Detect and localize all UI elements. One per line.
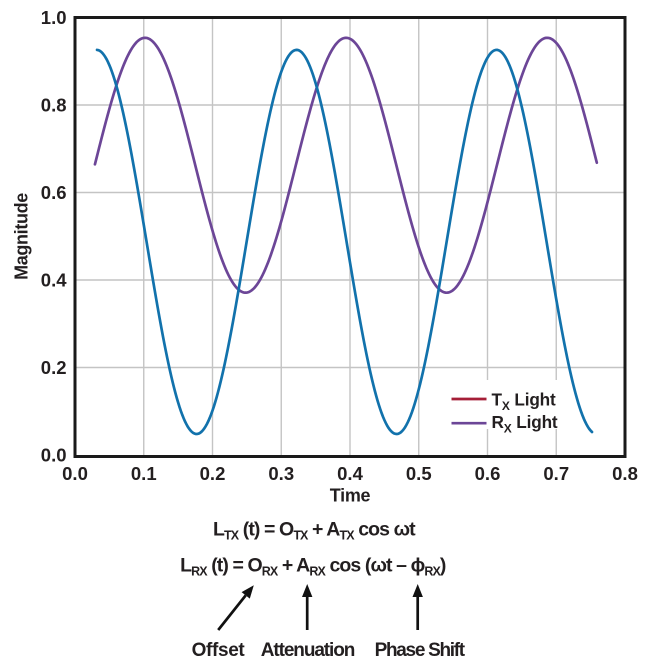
svg-text:RX​ Light: RX​ Light	[492, 412, 558, 436]
svg-text:0.4: 0.4	[337, 463, 363, 484]
svg-text:Phase Shift: Phase Shift	[375, 640, 466, 661]
svg-text:0.1: 0.1	[131, 463, 157, 484]
svg-text:Attenuation: Attenuation	[261, 640, 355, 661]
svg-text:TX​ Light: TX​ Light	[492, 390, 557, 414]
svg-text:0.0: 0.0	[62, 463, 88, 484]
svg-text:0.4: 0.4	[41, 270, 67, 291]
svg-text:LRX​ (t) = ORX​ + ARX​ cos (ωt: LRX​ (t) = ORX​ + ARX​ cos (ωt – ϕRX​)	[180, 555, 446, 579]
svg-text:Magnitude: Magnitude	[12, 193, 32, 280]
svg-text:Time: Time	[330, 486, 371, 506]
svg-text:0.2: 0.2	[41, 357, 67, 378]
svg-text:0.5: 0.5	[406, 463, 432, 484]
svg-text:1.0: 1.0	[41, 7, 67, 28]
svg-text:0.8: 0.8	[41, 95, 67, 116]
svg-text:Offset: Offset	[192, 640, 246, 661]
svg-text:0.6: 0.6	[41, 182, 67, 203]
svg-text:0.2: 0.2	[200, 463, 226, 484]
svg-text:0.8: 0.8	[612, 463, 638, 484]
svg-text:0.7: 0.7	[543, 463, 569, 484]
svg-text:0.0: 0.0	[41, 445, 67, 466]
svg-text:0.3: 0.3	[268, 463, 294, 484]
svg-text:LTX​ (t) = OTX​ + ATX​ cos ωt: LTX​ (t) = OTX​ + ATX​ cos ωt	[213, 519, 416, 543]
svg-text:0.6: 0.6	[475, 463, 501, 484]
